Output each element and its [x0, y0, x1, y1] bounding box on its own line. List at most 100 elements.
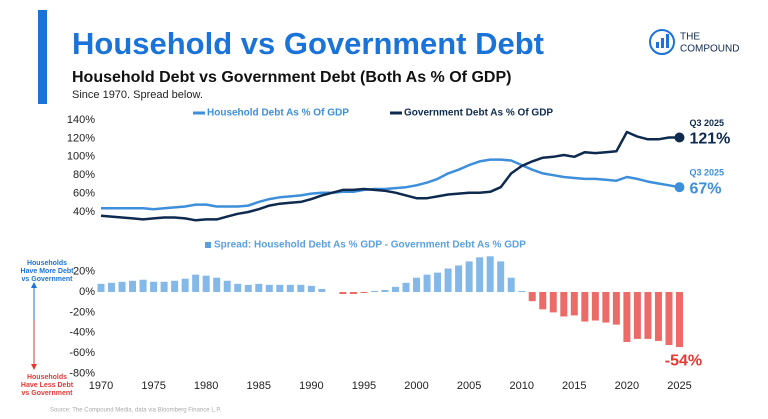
y-tick-label: 40%	[73, 206, 95, 218]
bar	[612, 291, 620, 325]
bar	[297, 284, 305, 292]
bar	[486, 256, 494, 292]
end-label: 121%	[689, 131, 730, 148]
end-date: Q3 2025	[689, 118, 724, 128]
end-date: Q3 2025	[689, 168, 724, 178]
arrow-head	[31, 282, 37, 288]
bar	[560, 291, 568, 317]
bar	[307, 285, 315, 292]
bar	[192, 274, 200, 292]
bar	[276, 284, 284, 292]
x-tick-label: 2020	[615, 380, 639, 392]
y-tick-label: 0%	[79, 286, 95, 298]
y-tick-label: 120%	[67, 132, 95, 144]
title: Household vs Government Debt	[72, 26, 544, 61]
bar	[349, 291, 357, 295]
logo-icon	[666, 34, 669, 48]
y-tick-label: 20%	[73, 265, 95, 277]
bar	[434, 272, 442, 292]
bar	[528, 291, 536, 302]
x-tick-label: 2005	[457, 380, 481, 392]
bar	[244, 284, 252, 292]
bar	[539, 291, 547, 310]
bar	[444, 268, 452, 292]
y-tick-label: 60%	[73, 188, 95, 200]
end-label: 67%	[689, 180, 721, 197]
end-label: -54%	[665, 352, 702, 369]
source: Source: The Compound Media, data via Blo…	[50, 408, 222, 414]
series-line	[101, 158, 680, 211]
y-tick-label: 140%	[67, 114, 95, 126]
logo-icon	[661, 38, 664, 48]
y-tick-label: -60%	[69, 347, 95, 359]
end-marker	[674, 182, 685, 193]
x-tick-label: 1995	[352, 380, 376, 392]
bar	[360, 291, 368, 294]
bar	[507, 277, 515, 292]
logo-icon	[656, 42, 659, 48]
side-note: vs Government	[22, 276, 74, 283]
bar	[455, 265, 463, 292]
bar	[602, 291, 610, 323]
x-tick-label: 2000	[404, 380, 428, 392]
y-tick-label: 80%	[73, 169, 95, 181]
side-note: vs Government	[22, 390, 74, 397]
y-tick-label: -80%	[69, 367, 95, 379]
x-tick-label: 2010	[509, 380, 533, 392]
y-tick-label: -20%	[69, 306, 95, 318]
y-tick-label: -40%	[69, 327, 95, 339]
y-tick-label: 100%	[67, 151, 95, 163]
side-note: Have Less Debt	[21, 382, 74, 389]
bar	[118, 281, 126, 292]
bar	[675, 291, 683, 348]
x-tick-label: 1970	[89, 380, 113, 392]
x-tick-label: 2015	[562, 380, 586, 392]
bar	[97, 283, 105, 292]
bar	[213, 277, 221, 292]
x-tick-label: 1975	[141, 380, 165, 392]
bar	[181, 278, 189, 292]
bar	[108, 282, 116, 292]
end-marker	[674, 132, 685, 143]
bar	[286, 284, 294, 292]
bar	[423, 274, 431, 292]
bar	[339, 291, 347, 295]
bar	[234, 283, 242, 292]
bar	[392, 286, 399, 292]
side-note: Households	[27, 374, 67, 381]
bar	[171, 280, 179, 292]
bar	[381, 289, 389, 292]
bar	[202, 275, 210, 292]
arrow-head	[31, 364, 37, 370]
bar	[265, 284, 273, 292]
bar	[413, 277, 421, 292]
side-note: Have More Debt	[21, 268, 75, 275]
series-line	[100, 130, 680, 222]
logo-text: COMPOUND	[680, 44, 739, 55]
legend-label: Household Debt As % Of GDP	[207, 108, 349, 119]
bar	[129, 280, 137, 292]
note: Since 1970. Spread below.	[72, 89, 203, 101]
bar	[581, 291, 589, 322]
bar	[139, 279, 147, 292]
bar	[150, 281, 158, 292]
bar	[518, 290, 526, 292]
x-tick-label: 1980	[194, 380, 218, 392]
legend-swatch	[205, 242, 211, 248]
x-tick-label: 2025	[667, 380, 691, 392]
bar	[549, 291, 557, 313]
side-note: Households	[27, 260, 67, 267]
bar	[633, 291, 641, 339]
bar	[223, 280, 231, 292]
bar	[665, 291, 673, 346]
bar	[255, 283, 263, 292]
x-tick-label: 1990	[299, 380, 323, 392]
bar	[497, 261, 505, 292]
logo-icon	[649, 29, 675, 55]
subtitle: Household Debt vs Government Debt (Both …	[72, 69, 511, 86]
x-tick-label: 1985	[247, 380, 271, 392]
legend-label: Spread: Household Debt As % GDP - Govern…	[214, 240, 526, 251]
bar	[570, 291, 578, 316]
bar	[476, 257, 484, 292]
